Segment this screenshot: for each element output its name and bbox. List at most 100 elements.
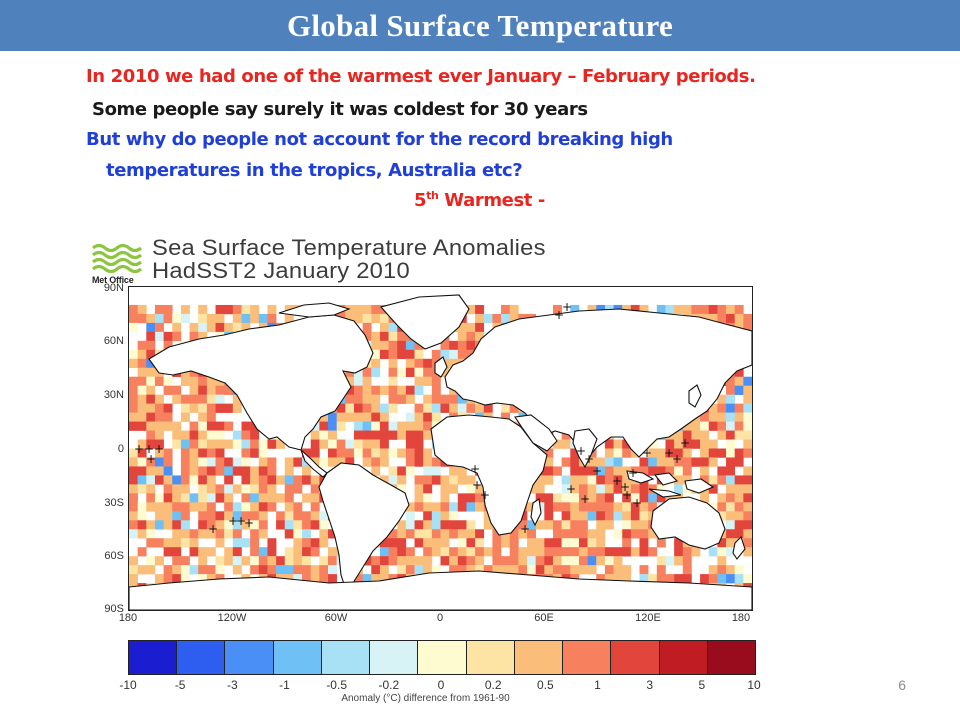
anomaly-cell (284, 466, 294, 476)
significance-marker: + (154, 442, 164, 456)
anomaly-cell (241, 304, 251, 315)
colorbar-segment (177, 641, 226, 674)
anomaly-cell (475, 547, 485, 557)
anomaly-cell (258, 439, 268, 449)
anomaly-cell (206, 466, 216, 476)
anomaly-cell (552, 466, 562, 476)
anomaly-cell (431, 502, 441, 512)
lon-label-0: 0 (436, 612, 444, 624)
anomaly-cell (163, 331, 173, 342)
anomaly-cell (258, 547, 268, 557)
anomaly-cell (561, 457, 571, 467)
anomaly-cell (622, 493, 632, 503)
anomaly-cell (137, 529, 147, 539)
anomaly-cell (457, 493, 467, 503)
anomaly-cell (726, 511, 735, 521)
anomaly-cell (466, 565, 476, 575)
anomaly-cell (232, 430, 242, 440)
anomaly-cell (232, 403, 242, 413)
anomaly-cell (353, 412, 363, 422)
anomaly-cell (414, 448, 424, 458)
anomaly-cell (215, 304, 225, 315)
anomaly-cell (578, 475, 588, 485)
anomaly-cell (630, 547, 640, 557)
anomaly-cell (388, 376, 398, 386)
anomaly-cell (613, 529, 623, 539)
anomaly-cell (423, 430, 433, 440)
anomaly-cell (267, 439, 277, 449)
anomaly-cell (293, 547, 303, 557)
anomaly-map: + + + + + + + + + + + + + + + + + + + + + + + + + + + + (128, 286, 753, 611)
anomaly-cell (388, 394, 398, 404)
anomaly-cell (717, 448, 727, 458)
anomaly-cell (198, 376, 208, 386)
anomaly-cell (674, 457, 684, 467)
anomaly-cell (319, 529, 329, 539)
anomaly-cell (648, 457, 658, 467)
anomaly-cell (241, 421, 251, 431)
anomaly-cell (189, 565, 199, 575)
anomaly-cell (639, 493, 649, 503)
anomaly-cell (665, 448, 675, 458)
anomaly-cell (388, 475, 398, 485)
anomaly-cell (284, 511, 294, 521)
colorbar-label: 0.5 (536, 678, 554, 692)
anomaly-cell (189, 439, 199, 449)
anomaly-cell (423, 412, 433, 422)
anomaly-cell (423, 547, 433, 557)
anomaly-cell (163, 547, 173, 557)
india (572, 428, 598, 469)
anomaly-cell (267, 547, 277, 557)
anomaly-cell (743, 529, 752, 539)
anomaly-cell (587, 556, 597, 566)
text-line-fifth-warmest: 5th Warmest - (414, 189, 545, 211)
anomaly-cell (405, 430, 415, 440)
anomaly-cell (397, 331, 407, 342)
anomaly-cell (137, 412, 147, 422)
anomaly-cell (414, 457, 424, 467)
anomaly-cell (423, 421, 433, 431)
anomaly-cell (362, 367, 372, 378)
anomaly-cell (726, 394, 735, 404)
anomaly-cell (734, 385, 744, 395)
anomaly-cell (189, 448, 199, 458)
anomaly-cell (613, 448, 623, 458)
lat-label-90s: 90S (104, 603, 124, 615)
anomaly-cell (726, 304, 735, 315)
anomaly-cell (544, 565, 554, 575)
anomaly-cell (362, 403, 372, 413)
anomaly-cell (310, 538, 320, 548)
anomaly-cell (726, 520, 735, 530)
anomaly-cell (501, 304, 511, 315)
eurasia (444, 308, 752, 460)
anomaly-cell (198, 322, 208, 333)
anomaly-cell (224, 529, 234, 539)
anomaly-cell (639, 457, 649, 467)
anomaly-cell (137, 403, 147, 413)
anomaly-cell (457, 565, 467, 575)
significance-marker: + (554, 308, 564, 322)
anomaly-cell (622, 538, 632, 548)
anomaly-cell (405, 439, 415, 449)
anomaly-cell (276, 475, 286, 485)
anomaly-cell (613, 484, 623, 494)
anomaly-cell (405, 358, 415, 369)
anomaly-cell (691, 439, 701, 449)
anomaly-cell (172, 502, 182, 512)
anomaly-cell (578, 502, 588, 512)
anomaly-cell (250, 475, 260, 485)
anomaly-cell (604, 484, 614, 494)
anomaly-cell (674, 430, 684, 440)
anomaly-cell (206, 502, 216, 512)
anomaly-cell (353, 574, 363, 584)
anomaly-cell (206, 430, 216, 440)
colorbar-label: -10 (119, 678, 137, 692)
anomaly-cell (379, 457, 389, 467)
anomaly-cell (137, 358, 147, 369)
anomaly-cell (172, 484, 182, 494)
anomaly-cell (449, 484, 459, 494)
anomaly-cell (578, 556, 588, 566)
anomaly-cell (284, 475, 294, 485)
anomaly-cell (163, 385, 173, 395)
anomaly-cell (708, 439, 718, 449)
